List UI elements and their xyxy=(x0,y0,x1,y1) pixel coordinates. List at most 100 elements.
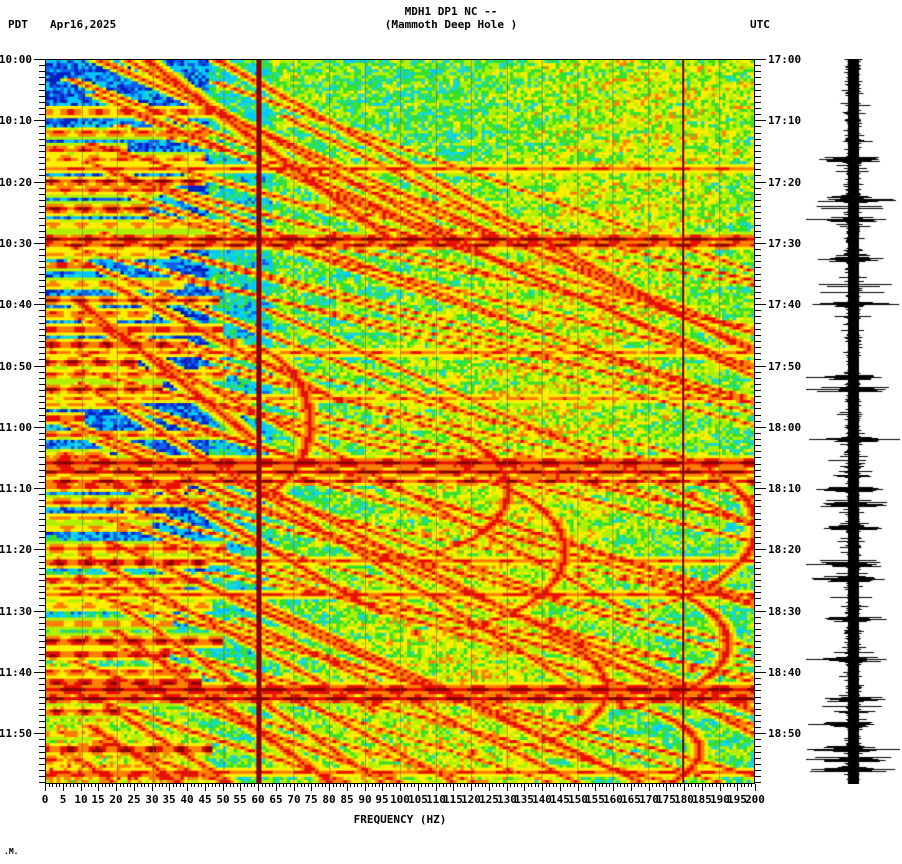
axis-tick xyxy=(755,666,761,667)
axis-tick xyxy=(546,784,547,787)
axis-tick xyxy=(34,243,45,244)
axis-tick xyxy=(755,323,761,324)
axis-tick xyxy=(755,623,761,624)
axis-tick xyxy=(396,784,397,787)
axis-tick xyxy=(755,537,761,538)
axis-tick xyxy=(542,784,543,791)
axis-tick xyxy=(755,408,761,409)
axis-tick xyxy=(755,721,761,722)
axis-tick xyxy=(39,690,45,691)
axis-tick-label: 11:00 xyxy=(0,421,32,434)
axis-tick xyxy=(39,482,45,483)
timezone-label-left: PDT xyxy=(8,18,28,31)
axis-tick xyxy=(88,784,89,787)
axis-tick xyxy=(485,784,486,787)
axis-tick xyxy=(39,139,45,140)
frequency-tick-label: 75 xyxy=(304,793,318,806)
axis-tick xyxy=(39,286,45,287)
axis-tick xyxy=(343,784,344,787)
axis-tick-label: 10:20 xyxy=(0,176,32,189)
axis-tick xyxy=(755,114,761,115)
axis-tick xyxy=(755,65,761,66)
axis-tick xyxy=(755,384,761,385)
axis-tick xyxy=(755,556,761,557)
axis-tick xyxy=(39,396,45,397)
axis-tick xyxy=(720,784,721,791)
axis-tick xyxy=(39,359,45,360)
axis-tick xyxy=(645,784,646,787)
axis-tick xyxy=(443,784,444,787)
axis-tick xyxy=(712,784,713,787)
axis-tick xyxy=(39,433,45,434)
axis-tick xyxy=(609,784,610,787)
axis-tick xyxy=(365,784,366,791)
axis-tick xyxy=(755,341,761,342)
axis-tick xyxy=(755,506,761,507)
axis-tick xyxy=(247,784,248,787)
axis-tick-label: 10:40 xyxy=(0,298,32,311)
frequency-tick-label: 55 xyxy=(233,793,247,806)
axis-tick xyxy=(39,715,45,716)
axis-tick xyxy=(755,709,761,710)
axis-tick xyxy=(688,784,689,787)
axis-tick xyxy=(237,784,238,787)
axis-tick xyxy=(39,347,45,348)
axis-tick xyxy=(329,784,330,791)
axis-tick xyxy=(212,784,213,787)
x-axis-title: FREQUENCY (HZ) xyxy=(353,813,447,826)
axis-tick xyxy=(39,654,45,655)
axis-tick xyxy=(755,758,761,759)
axis-tick xyxy=(755,513,761,514)
axis-tick xyxy=(333,784,334,787)
axis-tick xyxy=(702,784,703,791)
axis-tick xyxy=(737,784,738,791)
axis-tick xyxy=(39,531,45,532)
seismogram-canvas xyxy=(806,59,900,784)
axis-tick-label: 18:20 xyxy=(768,543,802,556)
spectrogram-canvas xyxy=(46,60,754,783)
axis-tick xyxy=(602,784,603,787)
axis-tick xyxy=(34,427,45,428)
axis-tick-label: 18:10 xyxy=(768,482,802,495)
axis-tick xyxy=(34,488,45,489)
axis-tick xyxy=(304,784,305,787)
axis-tick xyxy=(39,764,45,765)
axis-tick xyxy=(34,59,45,60)
axis-tick xyxy=(91,784,92,787)
axis-tick xyxy=(127,784,128,787)
axis-tick xyxy=(39,476,45,477)
axis-tick xyxy=(39,188,45,189)
frequency-tick-label: 45 xyxy=(198,793,212,806)
axis-tick xyxy=(744,784,745,787)
axis-tick xyxy=(39,114,45,115)
axis-tick xyxy=(755,133,761,134)
axis-tick xyxy=(535,784,536,787)
axis-tick xyxy=(34,672,45,673)
axis-tick-label: 11:50 xyxy=(0,727,32,740)
axis-tick xyxy=(59,784,60,787)
axis-tick xyxy=(276,784,277,791)
frequency-tick-label: 40 xyxy=(180,793,194,806)
spectrogram-plot[interactable] xyxy=(45,59,755,784)
axis-tick xyxy=(670,784,671,787)
seismogram-panel[interactable] xyxy=(806,59,900,784)
axis-tick xyxy=(521,784,522,787)
axis-tick xyxy=(382,784,383,791)
frequency-tick-label: 95 xyxy=(375,793,389,806)
axis-tick xyxy=(39,513,45,514)
axis-tick xyxy=(272,784,273,787)
axis-tick-label: 18:40 xyxy=(768,666,802,679)
axis-tick-label: 11:40 xyxy=(0,666,32,679)
axis-tick xyxy=(755,684,761,685)
axis-tick xyxy=(81,784,82,791)
axis-tick xyxy=(39,678,45,679)
axis-tick xyxy=(39,770,45,771)
axis-tick xyxy=(705,784,706,787)
frequency-tick-label: 165 xyxy=(621,793,641,806)
axis-tick xyxy=(137,784,138,787)
axis-tick xyxy=(39,71,45,72)
axis-tick xyxy=(755,329,761,330)
axis-tick xyxy=(39,390,45,391)
axis-tick xyxy=(379,784,380,787)
axis-tick xyxy=(286,784,287,787)
